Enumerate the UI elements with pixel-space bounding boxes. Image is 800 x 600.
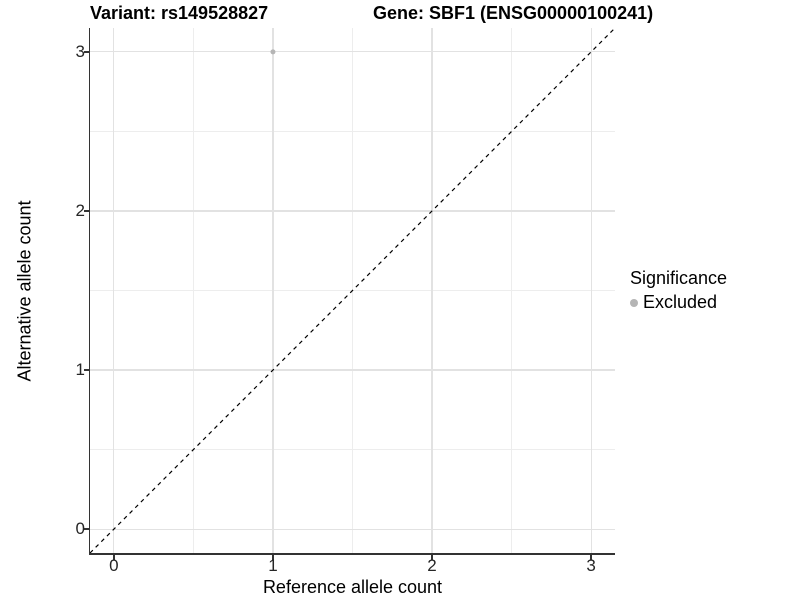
gridline-y-major bbox=[90, 210, 615, 212]
gridline-y-major bbox=[90, 528, 615, 530]
gridline-y-major bbox=[90, 369, 615, 371]
y-tick-label: 0 bbox=[75, 519, 85, 539]
x-axis-title: Reference allele count bbox=[262, 577, 443, 597]
legend-key-point-icon bbox=[630, 298, 638, 307]
legend-title: Significance bbox=[630, 268, 728, 288]
y-tick-label: 1 bbox=[75, 360, 85, 380]
x-tick-label: 2 bbox=[427, 556, 437, 575]
plot-panel bbox=[90, 28, 615, 553]
gridline-y-major bbox=[90, 51, 615, 53]
x-axis-line bbox=[88, 553, 615, 555]
gridline-y-minor bbox=[90, 449, 615, 451]
legend: Significance Excluded bbox=[630, 268, 727, 313]
legend-item-label: Excluded bbox=[643, 292, 718, 312]
x-tick-label: 0 bbox=[109, 556, 119, 575]
y-axis-title: Alternative allele count bbox=[14, 200, 35, 382]
x-tick-mark bbox=[272, 554, 274, 560]
gridline-x-major bbox=[272, 28, 274, 553]
gridline-y-minor bbox=[90, 130, 615, 132]
plot-title-variant: Variant: rs149528827 bbox=[90, 3, 269, 23]
y-tick-label: 2 bbox=[75, 200, 85, 220]
y-tick-mark bbox=[83, 528, 89, 530]
x-tick-label: 1 bbox=[268, 556, 278, 575]
x-tick-mark bbox=[113, 554, 115, 560]
legend-item-excluded: Excluded bbox=[630, 292, 727, 313]
y-tick-mark bbox=[83, 51, 89, 53]
x-tick-mark bbox=[431, 554, 433, 560]
gridline-x-major bbox=[431, 28, 433, 553]
gridline-x-major bbox=[113, 28, 115, 553]
y-tick-label: 3 bbox=[75, 41, 85, 61]
plot-title-gene: Gene: SBF1 (ENSG00000100241) bbox=[373, 3, 654, 23]
gridline-x-major bbox=[590, 28, 592, 553]
gridline-y-minor bbox=[90, 290, 615, 291]
y-axis-line bbox=[88, 28, 90, 555]
y-tick-mark bbox=[83, 369, 89, 371]
y-tick-mark bbox=[83, 210, 89, 212]
x-tick-mark bbox=[590, 554, 592, 560]
x-tick-label: 3 bbox=[586, 556, 596, 575]
